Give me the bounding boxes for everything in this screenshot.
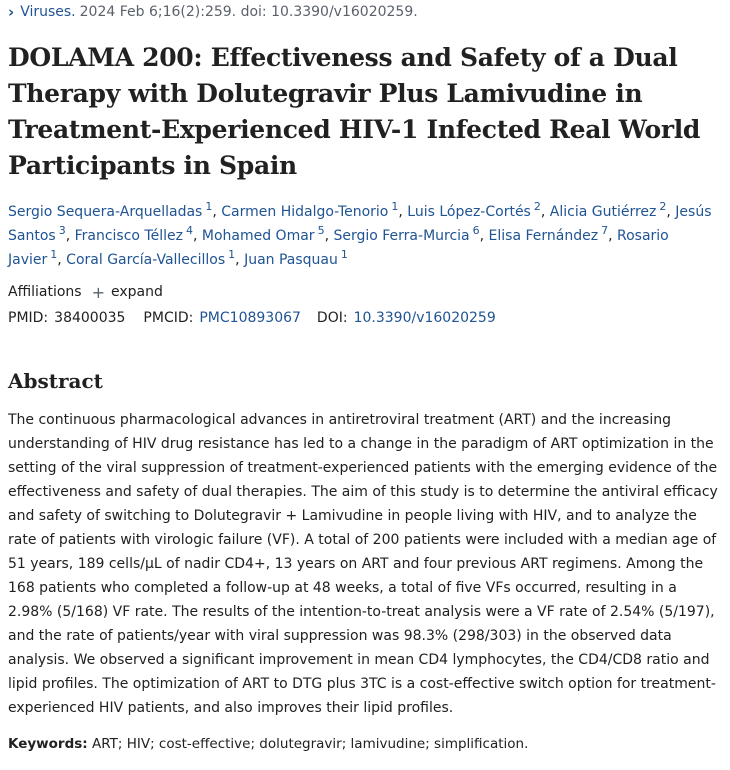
- author-link[interactable]: Sergio Sequera-Arquelladas: [8, 204, 203, 220]
- author-link[interactable]: Elisa Fernández: [488, 228, 599, 244]
- doi-link[interactable]: 10.3390/v16020259: [353, 310, 496, 326]
- author-link[interactable]: Juan Pasquau: [244, 252, 338, 268]
- article-title: DOLAMA 200: Effectiveness and Safety of …: [8, 43, 701, 180]
- author-link[interactable]: Mohamed Omar: [201, 228, 315, 244]
- keywords-row: Keywords: ART; HIV; cost-effective; dolu…: [8, 732, 722, 756]
- author-link[interactable]: Luis López-Cortés: [407, 204, 531, 220]
- affiliation-number[interactable]: 1: [228, 248, 236, 262]
- author-link[interactable]: Sergio Ferra-Murcia: [333, 228, 470, 244]
- author-link[interactable]: Francisco Téllez: [74, 228, 183, 244]
- author-link[interactable]: Rosario Javier: [8, 228, 669, 268]
- affiliations-label: Affiliations: [8, 284, 82, 300]
- citation-line: › Viruses. 2024 Feb 6;16(2):259. doi: 10…: [8, 0, 722, 24]
- keywords-label: Keywords:: [8, 736, 88, 752]
- abstract-heading: Abstract: [8, 369, 103, 393]
- pmid-value: 38400035: [54, 310, 126, 326]
- affiliation-number[interactable]: 1: [391, 200, 399, 214]
- citation-detail: 2024 Feb 6;16(2):259. doi: 10.3390/v1602…: [79, 4, 418, 20]
- author-link[interactable]: Carmen Hidalgo-Tenorio: [221, 204, 389, 220]
- pmcid-link[interactable]: PMC10893067: [199, 310, 301, 326]
- affiliation-number[interactable]: 6: [472, 224, 480, 238]
- affiliation-number[interactable]: 3: [58, 224, 66, 238]
- author-link[interactable]: Coral García-Vallecillos: [66, 252, 226, 268]
- affiliation-number[interactable]: 5: [317, 224, 325, 238]
- abstract-text: The continuous pharmacological advances …: [8, 412, 718, 716]
- affiliation-number[interactable]: 1: [340, 248, 348, 262]
- affiliation-number[interactable]: 1: [205, 200, 213, 214]
- author-link[interactable]: Jesús Santos: [8, 204, 712, 244]
- pmcid-label: PMCID:: [143, 310, 194, 326]
- affiliation-number[interactable]: 1: [50, 248, 58, 262]
- affiliations-toggle: Affiliations + expand: [8, 280, 722, 304]
- identifiers-row: PMID: 38400035 PMCID: PMC10893067 DOI: 1…: [8, 306, 722, 330]
- doi-label: DOI:: [316, 310, 348, 326]
- pmid-label: PMID:: [8, 310, 49, 326]
- chevron-right-icon[interactable]: ›: [8, 3, 15, 21]
- affiliation-number[interactable]: 4: [185, 224, 193, 238]
- author-link[interactable]: Alicia Gutiérrez: [549, 204, 657, 220]
- authors-list: Sergio Sequera-Arquelladas 1, Carmen Hida…: [8, 200, 712, 268]
- affiliation-number[interactable]: 2: [533, 200, 541, 214]
- keywords-text: ART; HIV; cost-effective; dolutegravir; …: [91, 736, 529, 752]
- affiliation-number[interactable]: 7: [601, 224, 609, 238]
- affiliation-number[interactable]: 2: [659, 200, 667, 214]
- plus-icon[interactable]: +: [91, 282, 105, 302]
- journal-link[interactable]: Viruses.: [20, 4, 76, 20]
- expand-button[interactable]: expand: [111, 284, 163, 300]
